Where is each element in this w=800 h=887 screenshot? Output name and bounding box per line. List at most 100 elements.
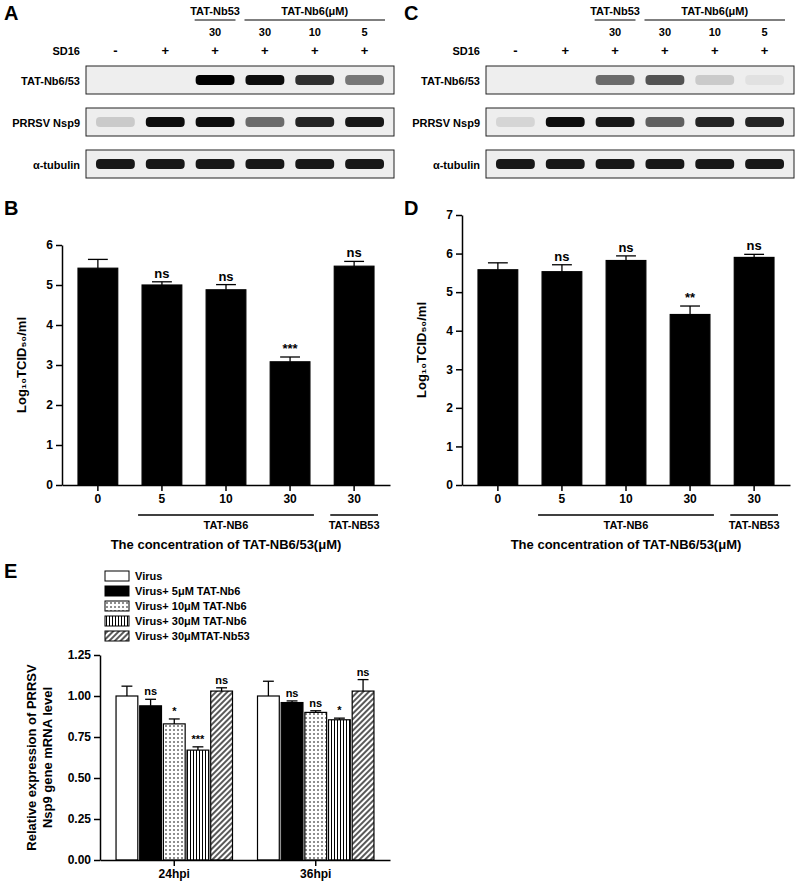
tick-label: 24hpi (159, 867, 190, 881)
error-cap (216, 284, 236, 285)
tick: 7 (446, 208, 462, 222)
bar (206, 290, 246, 485)
error-cap (169, 718, 180, 719)
chart: Ensns*ns****nsns0.000.250.500.751.001.25… (4, 560, 391, 881)
axis-line (101, 860, 391, 862)
tick-mark (456, 330, 462, 332)
band (196, 117, 235, 127)
error-cap (488, 262, 508, 263)
tick: 5 (559, 485, 566, 506)
axis-line (462, 216, 464, 486)
error-cap (358, 679, 369, 680)
band (645, 117, 684, 127)
tick-mark (56, 365, 62, 367)
tick: 36hpi (300, 860, 331, 881)
band (496, 159, 535, 169)
tick-label: 1.00 (68, 689, 92, 703)
legend-item: Virus+ 30μMTAT-Nb53 (105, 630, 250, 642)
tick: 5 (159, 485, 166, 506)
tick-mark (174, 860, 176, 866)
tick-mark (456, 369, 462, 371)
significance-label: ns (357, 666, 370, 678)
tick: 6 (446, 247, 462, 261)
group-bracket (730, 514, 778, 515)
bar (140, 706, 162, 860)
dose-label: 10 (709, 26, 721, 38)
error-bar (358, 680, 369, 691)
band (745, 75, 784, 85)
significance-label: ns (286, 687, 299, 699)
tick-label: 1 (46, 438, 53, 452)
figure: ATAT-Nb53TAT-Nb6(μM)3030105SD16-+++++TAT… (0, 0, 800, 887)
band (345, 159, 384, 169)
tick-mark (289, 485, 291, 491)
blot-strip (86, 66, 394, 94)
dose-label: 30 (609, 26, 621, 38)
legend-swatch (105, 631, 129, 641)
tick: 1 (446, 440, 462, 454)
significance-label: *** (192, 733, 206, 745)
band (745, 159, 784, 169)
band (196, 75, 235, 85)
row-label: PRRSV Nsp9 (12, 117, 80, 129)
error-cap (280, 356, 300, 357)
tick: 0.00 (68, 853, 100, 867)
tick-label: 36hpi (300, 867, 331, 881)
plot-area (116, 680, 374, 860)
error-cap (88, 259, 108, 260)
tick-mark (94, 778, 100, 780)
band (96, 117, 135, 127)
tick-mark (161, 485, 163, 491)
group-label: TAT-NB6 (604, 519, 649, 531)
band (295, 117, 334, 127)
y-axis-title-line: Relative expression of PRRSV (24, 664, 39, 851)
bar (334, 266, 374, 485)
band (96, 75, 135, 85)
error-stem (97, 259, 98, 268)
error-bar (192, 747, 203, 750)
row-label: TAT-Nb6/53 (21, 75, 80, 87)
tick: 1.25 (68, 648, 100, 662)
y-axis: 01234567 (446, 208, 462, 492)
error-bar (744, 254, 764, 257)
bar (78, 268, 118, 485)
tick: 0 (95, 485, 102, 506)
tick-label: 5 (559, 492, 566, 506)
bar (478, 270, 518, 485)
tick: 2 (46, 398, 62, 412)
panel-label: D (404, 197, 418, 219)
lane-header: TAT-Nb6(μM) (681, 5, 748, 17)
band (196, 159, 235, 169)
blot-panel: CTAT-Nb53TAT-Nb6(μM)3030105SD16-+++++TAT… (404, 2, 794, 178)
band (295, 75, 334, 85)
error-stem (268, 681, 269, 696)
error-bar (121, 686, 132, 696)
band (96, 159, 135, 169)
significance-label: ns (215, 674, 228, 686)
tick-label: 10 (619, 492, 633, 506)
tick-mark (56, 285, 62, 287)
legend: VirusVirus+ 5μM TAT-Nb6Virus+ 10μM TAT-N… (105, 570, 250, 642)
bar (142, 285, 182, 485)
treatment-label: SD16 (52, 45, 80, 57)
tick-mark (456, 408, 462, 410)
error-bar (287, 701, 298, 703)
tick-mark (56, 405, 62, 407)
treatment-sign: + (261, 43, 269, 58)
axis-line (100, 656, 102, 861)
band (496, 117, 535, 127)
tick-label: 6 (46, 238, 53, 252)
tick-label: 6 (446, 247, 453, 261)
band (695, 159, 734, 169)
group-label: TAT-NB6 (204, 519, 249, 531)
treatment-sign: + (161, 43, 169, 58)
band (695, 75, 734, 85)
treatment-sign: + (361, 43, 369, 58)
tick-mark (456, 253, 462, 255)
y-axis-title: Relative expression of PRRSVNsp9 gene mR… (24, 664, 55, 851)
error-bar (552, 265, 572, 272)
error-cap (344, 261, 364, 262)
tick-label: 0 (95, 492, 102, 506)
bar (542, 272, 582, 485)
bar (329, 720, 351, 860)
